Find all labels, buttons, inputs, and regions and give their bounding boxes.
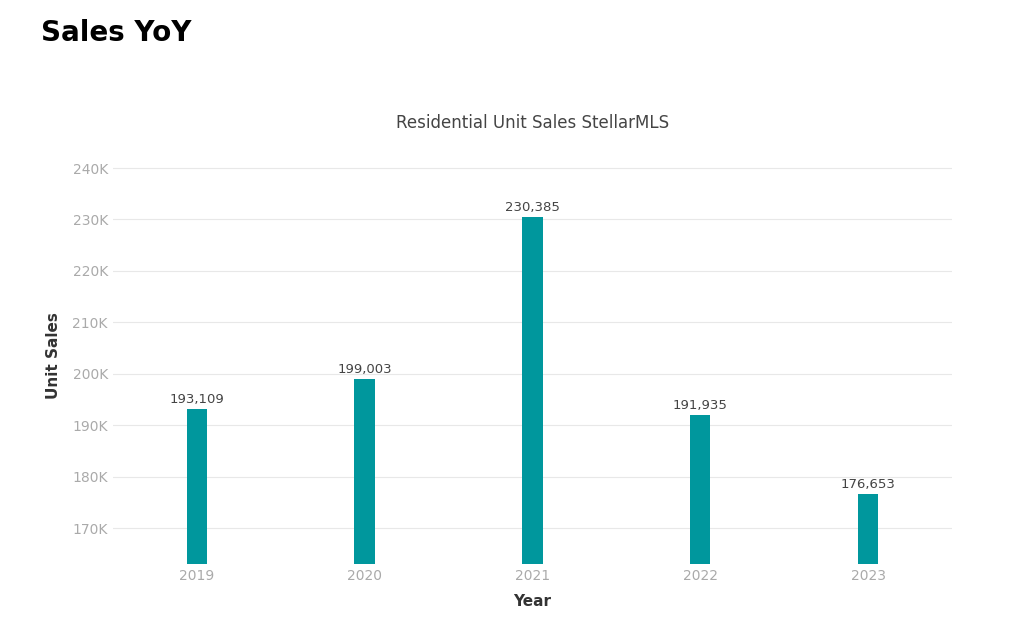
Text: 199,003: 199,003: [337, 363, 392, 376]
Text: 193,109: 193,109: [169, 393, 224, 406]
Bar: [858, 494, 879, 564]
Bar: [690, 415, 711, 564]
Text: 191,935: 191,935: [673, 399, 728, 412]
Bar: [522, 217, 543, 564]
Text: Sales YoY: Sales YoY: [41, 19, 191, 47]
Text: 230,385: 230,385: [505, 201, 560, 214]
Y-axis label: Unit Sales: Unit Sales: [46, 312, 61, 399]
Text: 176,653: 176,653: [841, 478, 896, 491]
Title: Residential Unit Sales StellarMLS: Residential Unit Sales StellarMLS: [396, 114, 669, 132]
Bar: [354, 379, 375, 564]
Bar: [186, 409, 207, 564]
X-axis label: Year: Year: [513, 594, 552, 609]
